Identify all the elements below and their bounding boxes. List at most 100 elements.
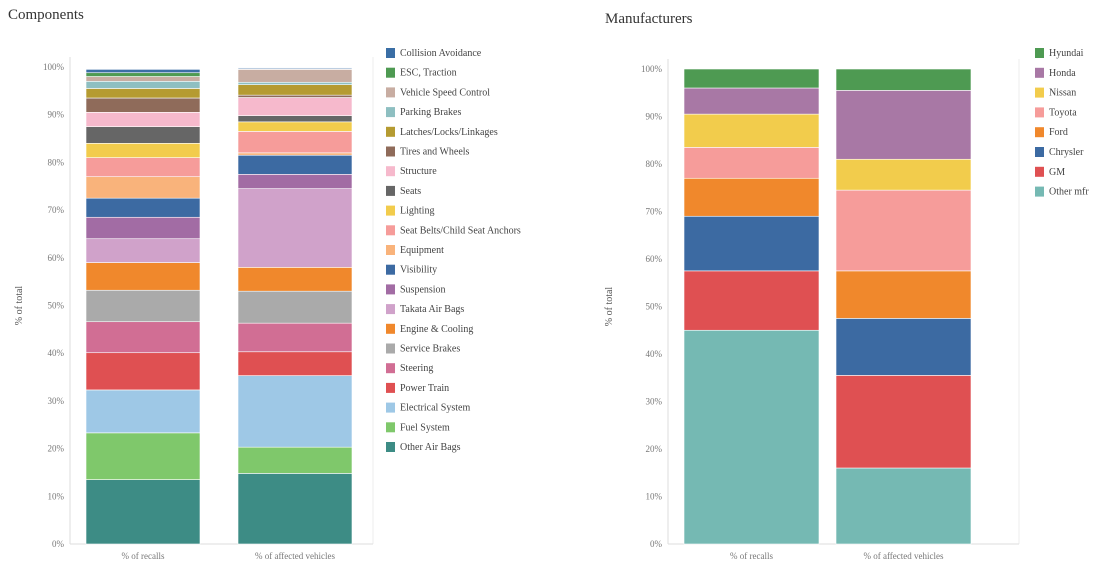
components-legend-swatch [386, 304, 395, 315]
components-legend-item: Lighting [386, 205, 434, 217]
components-bar-segment [85, 479, 201, 545]
components-legend-swatch [386, 422, 395, 433]
components-bar-segment [237, 375, 353, 448]
components-bar-segment [237, 290, 353, 324]
components-y-tick-label: 80% [48, 157, 65, 167]
manufacturers-legend-item: Nissan [1035, 87, 1076, 99]
manufacturers-bar-segment [835, 318, 972, 376]
manufacturers-legend-item: Honda [1035, 67, 1076, 79]
components-bar-segment [237, 174, 353, 189]
manufacturers-y-tick-label: 80% [646, 159, 663, 169]
components-legend-swatch [386, 185, 395, 196]
manufacturers-legend-swatch [1035, 186, 1044, 197]
components-title: Components [8, 7, 84, 23]
components-legend-label: Power Train [400, 383, 449, 394]
components-legend-swatch [386, 343, 395, 354]
components-legend-item: Service Brakes [386, 343, 460, 355]
components-bar-segment [237, 446, 353, 474]
components-legend-label: Seat Belts/Child Seat Anchors [400, 225, 521, 236]
manufacturers-legend-swatch [1035, 48, 1044, 58]
manufacturers-chart: 0% 10% 20% 30% 40% 50% 60% 70% 80% 90% 100% % of to… [604, 48, 1089, 561]
components-bar-segment [85, 157, 201, 178]
components-bar-segment [85, 126, 201, 144]
components-y-tick-label: 50% [48, 301, 65, 311]
components-bar-segment [237, 121, 353, 132]
components-legend-item: Visibility [386, 264, 437, 276]
components-bar-segment [85, 97, 201, 113]
components-bar-segment [85, 262, 201, 291]
components-y-tick-label: 100% [43, 62, 65, 72]
components-legend-swatch [386, 87, 395, 98]
manufacturers-y-tick-label: 70% [646, 207, 663, 217]
components-y-tick-label: 0% [52, 539, 65, 549]
manufacturers-y-tick-label: 90% [646, 112, 663, 122]
components-y-tick-label: 40% [48, 348, 65, 358]
components-bar-segment [85, 112, 201, 127]
components-legend-label: Suspension [400, 284, 446, 295]
manufacturers-bar-segment [835, 270, 972, 319]
manufacturers-bar-segment [835, 90, 972, 160]
components-bar-segment [85, 238, 201, 263]
manufacturers-bar-segment [683, 329, 820, 545]
components-bar-segment [237, 152, 353, 156]
components-legend-label: Lighting [400, 206, 434, 217]
components-legend-swatch [386, 166, 395, 177]
components-legend-label: Other Air Bags [400, 442, 461, 453]
components-legend-item: Seats [386, 185, 421, 197]
components-legend-label: Vehicle Speed Control [400, 87, 490, 98]
components-bar-segment [237, 322, 353, 353]
components-bar-segment [237, 69, 353, 83]
components-legend-swatch [386, 48, 395, 58]
manufacturers-legend-label: Honda [1049, 68, 1076, 79]
components-bar-segment [237, 115, 353, 123]
manufacturers-legend-swatch [1035, 67, 1044, 78]
manufacturers-y-tick-label: 30% [646, 397, 663, 407]
manufacturers-legend-item: GM [1035, 166, 1065, 178]
components-legend-item: Tires and Wheels [386, 146, 470, 158]
components-bar-segment [85, 352, 201, 391]
manufacturers-legend-label: GM [1049, 167, 1065, 178]
manufacturers-legend-item: Other mfr [1035, 186, 1089, 198]
manufacturers-bar-segment [835, 189, 972, 272]
components-y-tick-label: 70% [48, 205, 65, 215]
manufacturers-legend-label: Chrysler [1049, 147, 1084, 158]
components-x-category-label: % of affected vehicles [255, 551, 336, 561]
components-legend-swatch [386, 442, 395, 452]
manufacturers-bar-segment [683, 147, 820, 179]
manufacturers-bar-segment [835, 158, 972, 191]
manufacturers-bar-segment [683, 270, 820, 331]
components-legend-item: ESC, Traction [386, 67, 457, 79]
manufacturers-legend-item: Toyota [1035, 107, 1077, 118]
manufacturers-y-tick-label: 50% [646, 302, 663, 312]
components-legend-label: Collision Avoidance [400, 48, 482, 59]
manufacturers-legend-swatch [1035, 166, 1044, 177]
components-legend-item: Engine & Cooling [386, 323, 473, 335]
manufacturers-y-tick-label: 0% [650, 539, 663, 549]
components-legend-swatch [386, 264, 395, 275]
components-bar-segment [85, 69, 201, 74]
components-legend-item: Fuel System [386, 422, 450, 433]
manufacturers-legend-swatch [1035, 127, 1044, 138]
components-legend-swatch [386, 107, 395, 118]
components-legend-label: Fuel System [400, 422, 450, 433]
components-legend-swatch [386, 225, 395, 236]
components-bar-segment [237, 473, 353, 545]
manufacturers-legend-label: Toyota [1049, 107, 1077, 118]
components-bar-segment [237, 188, 353, 268]
manufacturers-x-category-label: % of affected vehicles [863, 551, 944, 561]
components-bar-segment [85, 143, 201, 158]
components-legend-item: Equipment [386, 245, 444, 256]
components-legend-swatch [386, 284, 395, 295]
components-legend-item: Vehicle Speed Control [386, 87, 490, 98]
components-legend-label: Seats [400, 186, 421, 197]
components-y-tick-label: 60% [48, 253, 65, 263]
components-bar-segment [85, 289, 201, 323]
components-legend-label: Service Brakes [400, 344, 460, 355]
components-legend-item: Seat Belts/Child Seat Anchors [386, 225, 521, 236]
components-legend-swatch [386, 245, 395, 255]
manufacturers-bar-segment [683, 215, 820, 272]
manufacturers-legend-item: Ford [1035, 127, 1068, 138]
manufacturers-x-category-label: % of recalls [730, 551, 773, 561]
components-y-axis-label: % of total [14, 286, 25, 326]
manufacturers-y-tick-label: 20% [646, 444, 663, 454]
